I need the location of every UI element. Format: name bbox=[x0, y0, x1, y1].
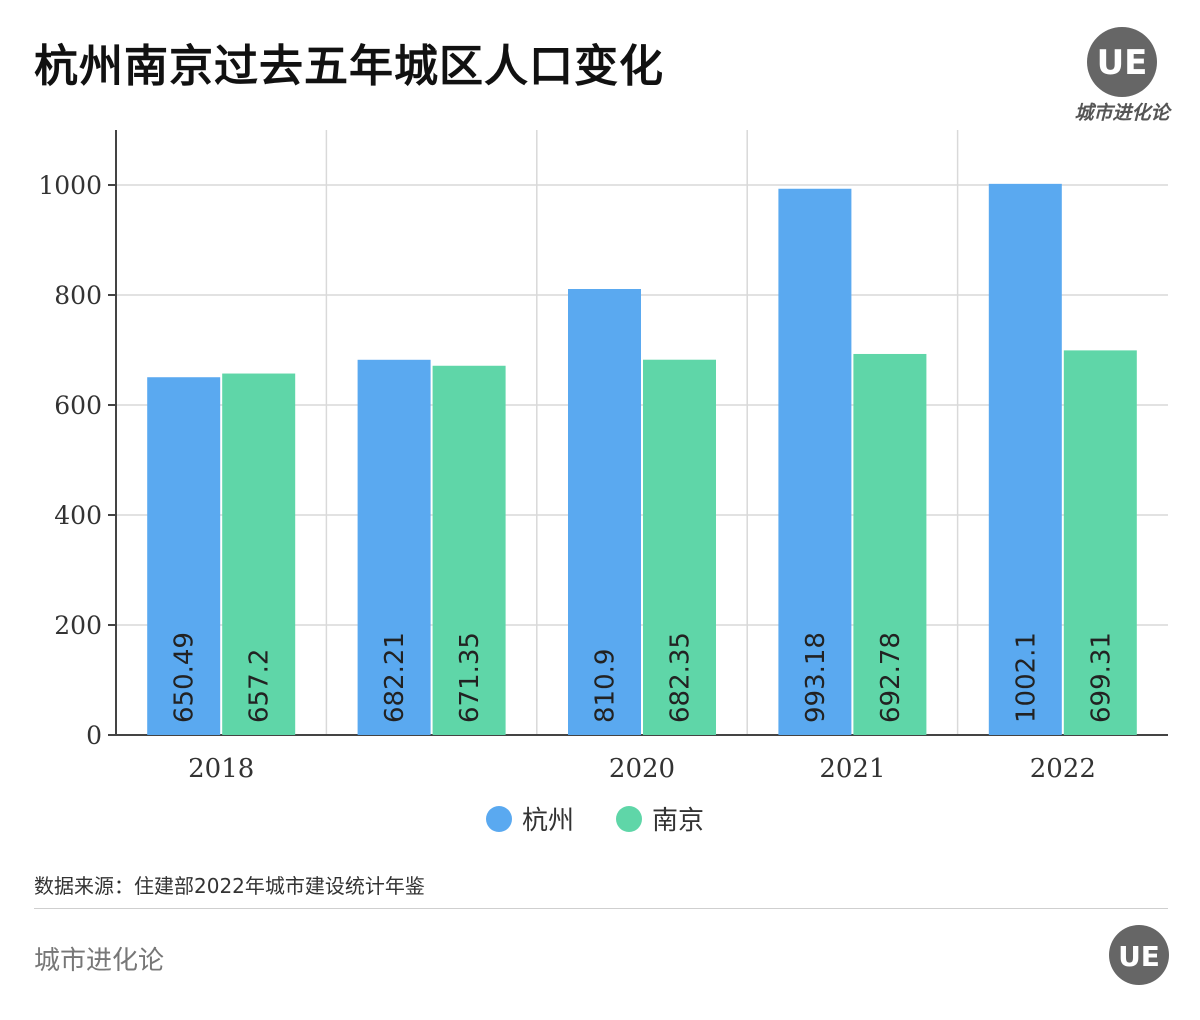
y-tick-label: 600 bbox=[54, 391, 102, 420]
x-tick-label: 2018 bbox=[188, 754, 254, 784]
brand-name: 城市进化论 bbox=[1074, 102, 1170, 124]
bar-nanjing-2019 bbox=[432, 365, 506, 735]
legend-marker-nanjing bbox=[616, 805, 643, 832]
bar-value-label: 692.78 bbox=[876, 632, 906, 723]
bar-value-label: 993.18 bbox=[801, 632, 831, 723]
y-tick-label: 1000 bbox=[38, 171, 102, 200]
bar-nanjing-2022 bbox=[1063, 350, 1137, 735]
bar-value-label: 1002.1 bbox=[1011, 632, 1041, 723]
legend-label-nanjing: 南京 bbox=[652, 806, 705, 836]
y-tick-label: 400 bbox=[54, 501, 102, 530]
bar-value-label: 682.21 bbox=[380, 632, 410, 723]
legend-label-hangzhou: 杭州 bbox=[522, 806, 575, 836]
y-tick-label: 200 bbox=[54, 611, 102, 640]
bar-hangzhou-2021 bbox=[778, 188, 852, 736]
bar-value-label: 671.35 bbox=[455, 632, 485, 723]
bar-nanjing-2021 bbox=[853, 353, 927, 735]
bar-chart: 0 200 400 600 800 1000 650.49 657.2 2018 682.21 67… bbox=[38, 130, 1168, 784]
legend-item-hangzhou[interactable]: 杭州 bbox=[486, 800, 574, 837]
ue-logo-icon: UE bbox=[1087, 27, 1157, 97]
bar-nanjing-2018 bbox=[222, 373, 296, 735]
x-tick-label: 2022 bbox=[1030, 754, 1096, 784]
legend-item-nanjing[interactable]: 南京 bbox=[616, 800, 704, 837]
bar-hangzhou-2019 bbox=[357, 359, 431, 735]
bar-value-label: 650.49 bbox=[170, 632, 200, 723]
x-tick-label: 2020 bbox=[609, 754, 675, 784]
bar-value-label: 657.2 bbox=[245, 649, 275, 723]
chart-title: 杭州南京过去五年城区人口变化 bbox=[34, 41, 664, 92]
logo-small-text: UE bbox=[1118, 940, 1160, 973]
ue-logo-small-icon: UE bbox=[1109, 925, 1169, 985]
y-tick-label: 800 bbox=[54, 281, 102, 310]
y-tick-label: 0 bbox=[86, 721, 102, 750]
bar-value-label: 699.31 bbox=[1086, 632, 1116, 723]
bar-hangzhou-2022 bbox=[988, 183, 1062, 736]
legend-marker-hangzhou bbox=[486, 805, 512, 832]
bar-nanjing-2020 bbox=[643, 359, 716, 735]
logo-text: UE bbox=[1097, 43, 1148, 83]
bar-value-label: 682.35 bbox=[666, 632, 696, 723]
bar-hangzhou-2020 bbox=[568, 289, 641, 735]
footer-divider bbox=[34, 908, 1168, 909]
footer-brand: 城市进化论 bbox=[34, 946, 165, 976]
bar-value-label: 810.9 bbox=[591, 649, 621, 723]
bar-hangzhou-2018 bbox=[147, 377, 221, 735]
source-note: 数据来源：住建部2022年城市建设统计年鉴 bbox=[34, 874, 425, 898]
legend: 杭州 南京 bbox=[486, 800, 704, 837]
x-tick-label: 2021 bbox=[819, 754, 885, 784]
